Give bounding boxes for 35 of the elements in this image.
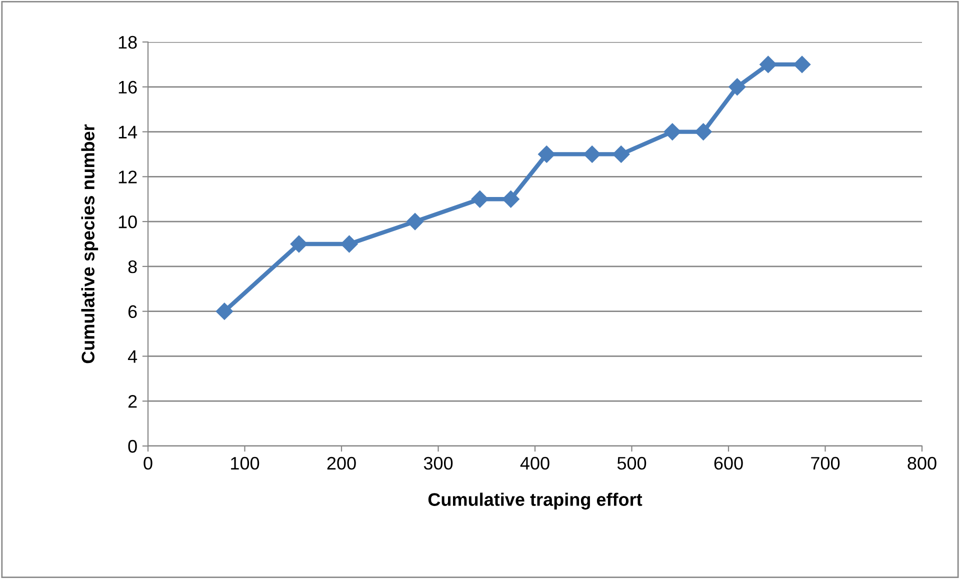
y-tick-label: 16 (118, 80, 137, 94)
y-tick-label: 12 (118, 170, 137, 184)
point (406, 213, 424, 230)
x-tick-label: 500 (617, 456, 646, 470)
y-axis-title: Cumulative species number (81, 124, 98, 364)
point (760, 56, 777, 73)
y-tick-label: 4 (128, 350, 138, 363)
x-tick-label: 300 (424, 456, 453, 470)
x-tick-label: 700 (811, 456, 840, 470)
y-tick-label: 6 (128, 305, 137, 318)
y-tick-label: 0 (128, 440, 137, 453)
x-tick-label: 0 (144, 456, 152, 470)
y-tick-label: 10 (118, 215, 137, 228)
x-tick-label: 600 (714, 456, 743, 470)
x-tick-label: 100 (231, 456, 260, 470)
point (612, 146, 630, 163)
point (340, 235, 358, 253)
point (471, 190, 488, 208)
x-tick-label: 400 (520, 456, 550, 470)
y-tick-label: 18 (118, 36, 137, 49)
y-tick-label: 8 (128, 260, 137, 274)
y-tick-label: 2 (128, 395, 137, 408)
point (728, 78, 746, 96)
x-tick-label: 800 (908, 456, 936, 470)
point (216, 302, 233, 320)
point (502, 190, 520, 208)
y-tick-label: 14 (118, 126, 138, 138)
point (538, 146, 556, 163)
point (290, 235, 308, 253)
point (584, 146, 601, 163)
point (694, 123, 712, 140)
point (664, 123, 681, 140)
point (793, 56, 811, 73)
x-tick-label: 200 (327, 456, 356, 470)
x-axis-title: Cumulative traping effort (428, 492, 642, 510)
